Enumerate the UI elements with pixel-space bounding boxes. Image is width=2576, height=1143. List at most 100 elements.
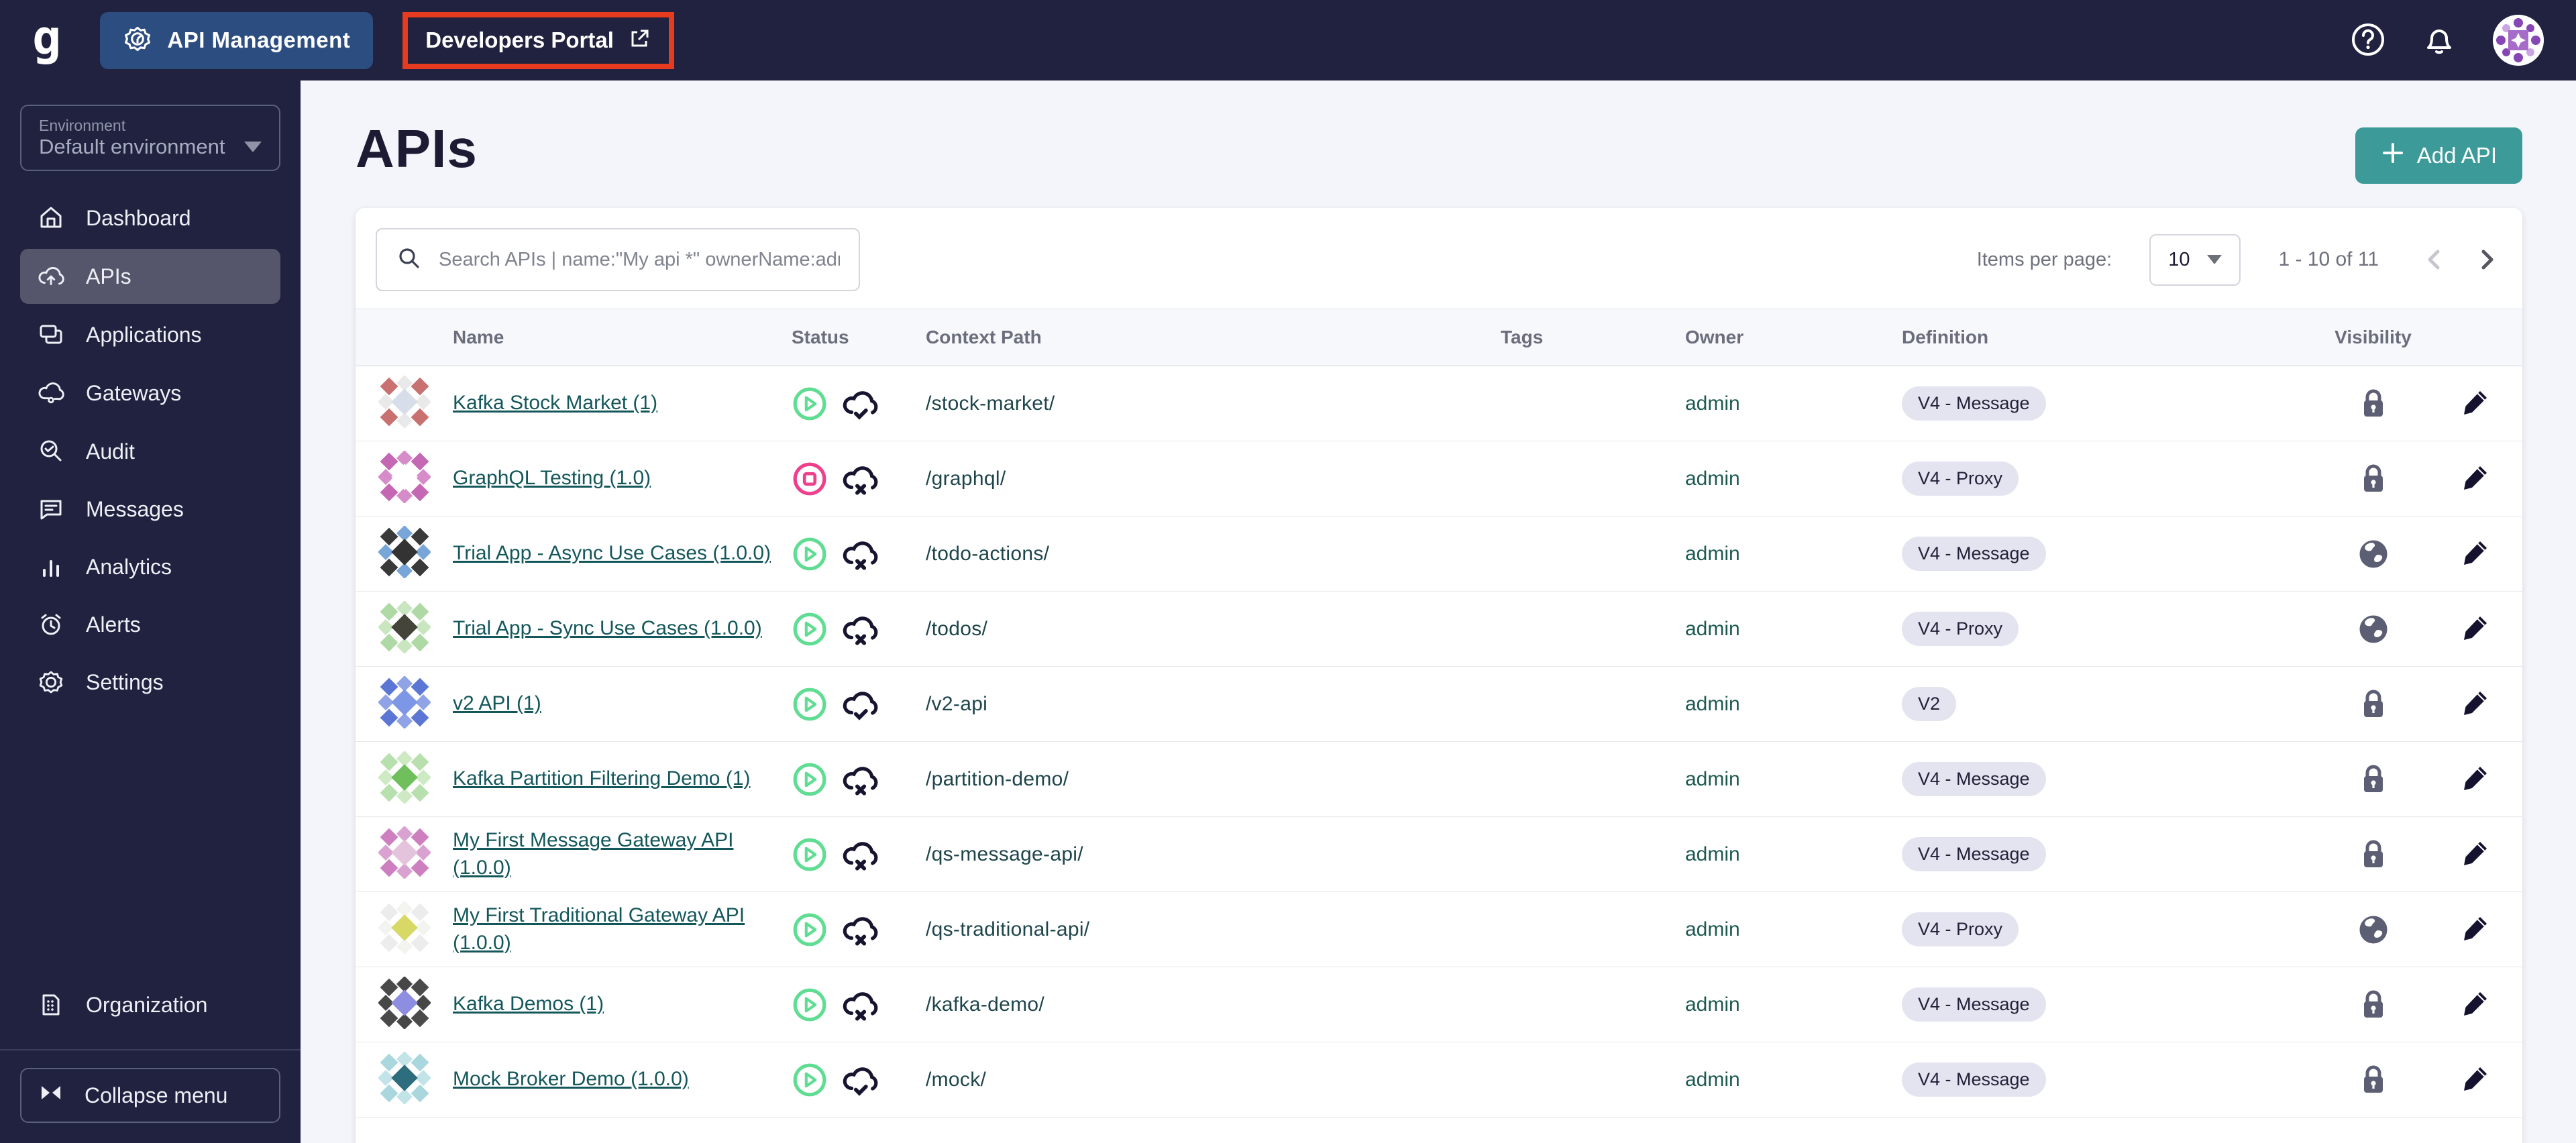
tags xyxy=(1501,770,1685,789)
apis-card: Items per page: 10 1 - 10 of 11 xyxy=(356,208,2522,1143)
owner: admin xyxy=(1685,467,1740,490)
search-input[interactable] xyxy=(439,248,840,271)
previous-page-button-bottom[interactable] xyxy=(2367,1140,2390,1143)
gravitee-logo: g xyxy=(32,9,62,66)
sidebar-item-audit[interactable]: Audit xyxy=(20,425,280,478)
table-row: v2 API (1) xyxy=(356,667,2522,742)
api-name-link[interactable]: GraphQL Testing (1.0) xyxy=(453,467,651,490)
sidebar-divider xyxy=(0,1049,301,1050)
table-row: My First Traditional Gateway API (1.0.0) xyxy=(356,892,2522,967)
column-header-owner: Owner xyxy=(1685,327,1744,347)
sidebar-item-apis[interactable]: APIs xyxy=(20,249,280,304)
owner: admin xyxy=(1685,918,1740,940)
api-name-link[interactable]: Kafka Partition Filtering Demo (1) xyxy=(453,767,751,790)
edit-api-button[interactable] xyxy=(2461,688,2490,720)
api-name-link[interactable]: Trial App - Sync Use Cases (1.0.0) xyxy=(453,617,762,640)
edit-api-button[interactable] xyxy=(2461,538,2490,569)
collapse-menu-label: Collapse menu xyxy=(85,1083,228,1107)
public-icon xyxy=(2358,539,2389,569)
top-bar: g API Management Developers Portal xyxy=(0,0,2576,80)
topbar-left: g API Management Developers Portal xyxy=(32,9,674,69)
edit-api-button[interactable] xyxy=(2461,388,2490,419)
sidebar-item-applications[interactable]: Applications xyxy=(20,308,280,362)
api-avatar xyxy=(377,750,431,807)
notifications-button[interactable] xyxy=(2422,22,2457,59)
bell-icon xyxy=(2422,22,2457,59)
annotation-highlight-box portal-link[interactable]: Developers Portal xyxy=(402,11,674,69)
column-header-definition: Definition xyxy=(1902,327,1989,347)
previous-page-button[interactable] xyxy=(2423,246,2446,273)
api-name-link[interactable]: My First Traditional Gateway API (1.0.0) xyxy=(453,904,745,954)
edit-api-button[interactable] xyxy=(2461,1064,2490,1095)
api-name-link[interactable]: My First Message Gateway API (1.0.0) xyxy=(453,829,734,879)
developers-portal-link: Developers Portal xyxy=(425,28,614,52)
add-api-button[interactable]: Add API xyxy=(2355,127,2522,184)
api-name-link[interactable]: Trial App - Async Use Cases (1.0.0) xyxy=(453,542,771,565)
environment-selector[interactable]: Environment Default environment xyxy=(20,105,280,171)
edit-api-button[interactable] xyxy=(2461,914,2490,945)
edit-api-button[interactable] xyxy=(2461,838,2490,870)
sidebar-item-label: Audit xyxy=(86,439,135,464)
next-page-button[interactable] xyxy=(2475,246,2498,273)
next-page-button-bottom[interactable] xyxy=(2419,1140,2442,1143)
edit-api-button[interactable] xyxy=(2461,463,2490,494)
deployed-icon xyxy=(840,686,880,722)
user-avatar[interactable] xyxy=(2493,15,2544,66)
tags xyxy=(1501,995,1685,1014)
api-avatar xyxy=(377,825,431,882)
sidebar-item-label: Gateways xyxy=(86,380,182,405)
sidebar-item-organization[interactable]: Organization xyxy=(20,978,280,1032)
sidebar-item-label: APIs xyxy=(86,264,131,288)
api-name-link[interactable]: Kafka Stock Market (1) xyxy=(453,392,658,415)
api-avatar xyxy=(377,675,431,732)
edit-api-button[interactable] xyxy=(2461,989,2490,1020)
sidebar-item-label: Settings xyxy=(86,669,164,694)
api-name-link[interactable]: Kafka Demos (1) xyxy=(453,993,604,1016)
environment-label: Environment xyxy=(39,117,126,134)
main-content: APIs Add API xyxy=(301,80,2576,1143)
items-per-page-value: 10 xyxy=(2168,248,2190,270)
context-path: /graphql/ xyxy=(926,467,1006,490)
out-of-sync-icon xyxy=(840,987,880,1023)
sidebar-item-alerts[interactable]: Alerts xyxy=(20,598,280,651)
search-box xyxy=(376,228,860,291)
sidebar-item-settings[interactable]: Settings xyxy=(20,655,280,709)
api-avatar xyxy=(377,600,431,657)
column-header-context-path: Context Path xyxy=(926,327,1042,347)
deployed-icon xyxy=(840,386,880,422)
sidebar-item-dashboard[interactable]: Dashboard xyxy=(20,191,280,245)
collapse-menu-button[interactable]: Collapse menu xyxy=(20,1068,280,1123)
out-of-sync-icon xyxy=(840,611,880,647)
sidebar-item-analytics[interactable]: Analytics xyxy=(20,540,280,594)
definition-badge: V2 xyxy=(1902,687,1957,721)
started-icon xyxy=(792,836,828,873)
edit-api-button[interactable] xyxy=(2461,613,2490,645)
sidebar-item-messages[interactable]: Messages xyxy=(20,482,280,536)
context-path: /todos/ xyxy=(926,617,988,640)
sidebar-item-gateways[interactable]: Gateways xyxy=(20,366,280,421)
definition-badge: V4 - Message xyxy=(1902,537,2046,571)
api-name-link[interactable]: Mock Broker Demo (1.0.0) xyxy=(453,1068,689,1091)
table-row: Kafka Stock Market (1) xyxy=(356,366,2522,441)
audit-icon xyxy=(36,438,66,465)
help-button[interactable] xyxy=(2351,22,2385,59)
edit-api-button[interactable] xyxy=(2461,763,2490,795)
items-per-page-select[interactable]: 10 xyxy=(2149,233,2241,286)
started-icon xyxy=(792,686,828,722)
context-path: /mock/ xyxy=(926,1068,987,1091)
pencil-icon xyxy=(2461,613,2490,645)
context-path: /kafka-demo/ xyxy=(926,993,1045,1016)
api-avatar xyxy=(377,449,431,506)
sidebar-item-label: Dashboard xyxy=(86,205,191,230)
started-icon xyxy=(792,761,828,798)
api-name-link[interactable]: v2 API (1) xyxy=(453,692,541,715)
product-switcher-api-management[interactable]: API Management xyxy=(100,11,374,69)
pencil-icon xyxy=(2461,1064,2490,1095)
sidebar-item-label: Applications xyxy=(86,322,202,347)
help-icon xyxy=(2351,22,2385,59)
private-icon xyxy=(2359,763,2388,796)
private-icon xyxy=(2359,463,2388,495)
started-icon xyxy=(792,536,828,572)
sidebar-item-label: Analytics xyxy=(86,554,172,579)
owner: admin xyxy=(1685,617,1740,640)
